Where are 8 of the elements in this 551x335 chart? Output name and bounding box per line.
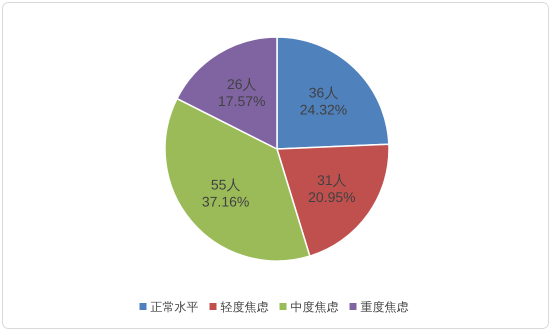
data-label: 36人 24.32% <box>300 84 348 118</box>
legend-label: 正常水平 <box>150 300 198 314</box>
legend-label: 重度焦虑 <box>360 300 408 314</box>
data-label: 31人 20.95% <box>308 172 356 205</box>
legend-label: 中度焦虑 <box>290 300 338 314</box>
data-label: 55人 37.16% <box>202 176 250 210</box>
legend-label: 轻度焦虑 <box>220 300 268 314</box>
data-label: 26人 17.57% <box>218 76 266 109</box>
